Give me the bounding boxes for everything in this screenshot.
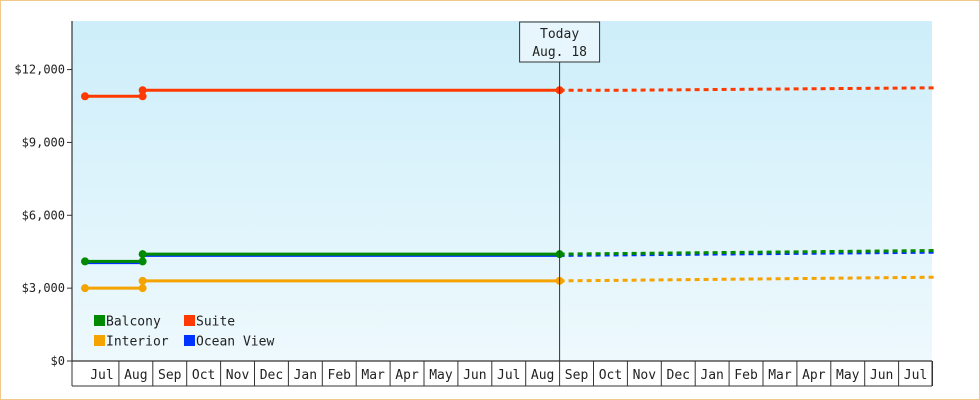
suite-point [138, 92, 147, 101]
month-label: Nov [633, 368, 657, 383]
suite-point [138, 86, 147, 95]
month-label: Apr [395, 368, 419, 383]
month-label: Feb [328, 368, 352, 383]
month-label: Apr [802, 368, 826, 383]
y-tick-label: $6,000 [22, 208, 65, 222]
month-label: Jul [904, 368, 927, 383]
legend-label: Ocean View [196, 335, 274, 350]
month-label: Jan [700, 368, 723, 383]
month-label: Mar [768, 368, 792, 383]
y-tick-label: $0 [51, 354, 65, 368]
month-label: Dec [667, 368, 690, 383]
today-box [519, 21, 601, 63]
balcony-point [138, 250, 147, 259]
legend-swatch [94, 335, 105, 346]
month-label: Jul [497, 368, 520, 383]
month-label: Oct [599, 368, 622, 383]
today-label: Today [540, 27, 579, 42]
month-label: Sep [565, 368, 589, 383]
y-tick-label: $12,000 [14, 63, 65, 77]
balcony-point [81, 257, 89, 266]
today-marker: Today Aug. 18 [519, 21, 601, 361]
interior-point [138, 284, 147, 293]
month-label: Jun [463, 368, 486, 383]
legend-label: Suite [196, 315, 235, 330]
month-label: Nov [226, 368, 250, 383]
plot-background [72, 21, 932, 361]
legend-label: Interior [106, 335, 169, 350]
series-layer [81, 86, 936, 293]
month-label: Aug [124, 368, 147, 383]
month-label: Mar [361, 368, 385, 383]
legend-swatch [94, 315, 105, 326]
month-label: Jun [870, 368, 893, 383]
month-label: Feb [734, 368, 758, 383]
suite-projected-line [559, 86, 936, 92]
month-label: Jul [90, 368, 113, 383]
today-date-label: Aug. 18 [532, 45, 587, 60]
legend-swatch [184, 315, 195, 326]
y-tick-label: $3,000 [22, 281, 65, 295]
interior-point [81, 284, 89, 293]
suite-point [81, 92, 89, 101]
month-label: May [429, 368, 453, 383]
y-axis: $0 $3,000 $6,000 $9,000 $12,000 [14, 21, 73, 368]
month-label: Aug [531, 368, 554, 383]
month-label: Jan [294, 368, 317, 383]
month-label: Oct [192, 368, 215, 383]
month-label: Dec [260, 368, 283, 383]
balcony-point [138, 257, 147, 266]
interior-point [138, 276, 147, 285]
legend-label: Balcony [106, 315, 161, 330]
month-label: Sep [158, 368, 182, 383]
month-label: May [836, 368, 860, 383]
x-axis: Jul Aug Sep Oct Nov Dec Jan Feb Mar Apr May Jun Jul A… [71, 360, 933, 387]
legend: Balcony Suite Interior Ocean View [94, 315, 274, 350]
y-tick-label: $9,000 [22, 135, 65, 149]
legend-swatch [184, 335, 195, 346]
